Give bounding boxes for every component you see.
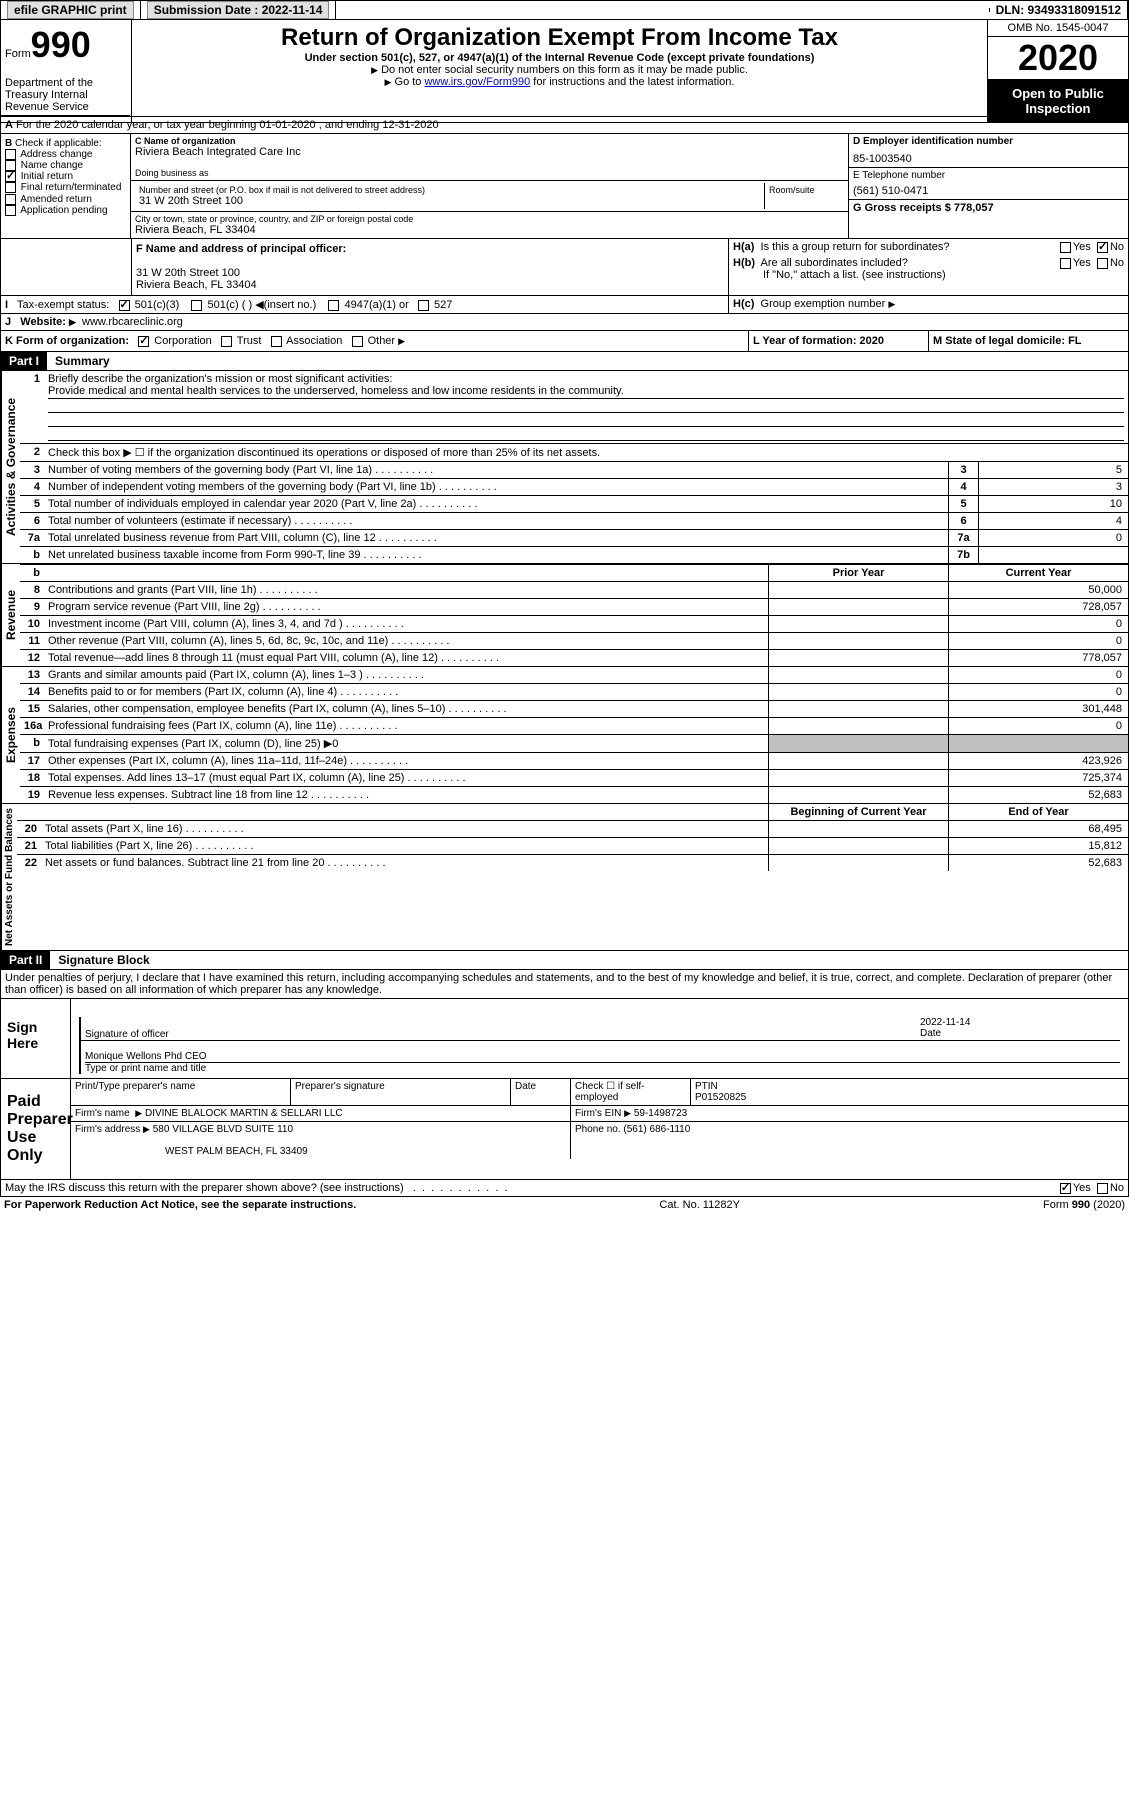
part1-revenue: Revenue b Prior Year Current Year 8Contr… bbox=[0, 564, 1129, 667]
section-e-phone: E Telephone number (561) 510-0471 bbox=[849, 168, 1128, 200]
line-3: 3Number of voting members of the governi… bbox=[20, 462, 1128, 479]
section-c-street: Number and street (or P.O. box if mail i… bbox=[131, 181, 848, 212]
section-c-city: City or town, state or province, country… bbox=[131, 212, 848, 238]
form990-link[interactable]: www.irs.gov/Form990 bbox=[424, 76, 530, 88]
line-7b: bNet unrelated business taxable income f… bbox=[20, 547, 1128, 563]
line-20: 20Total assets (Part X, line 16)68,495 bbox=[17, 821, 1128, 838]
ptin-value: P01520825 bbox=[695, 1092, 746, 1103]
officer-name: Monique Wellons Phd CEO bbox=[85, 1051, 1120, 1062]
netassets-label: Net Assets or Fund Balances bbox=[1, 804, 17, 950]
current-year-header: Current Year bbox=[948, 565, 1128, 581]
sig-officer-label: Signature of officer bbox=[85, 1029, 169, 1040]
line-19: 19Revenue less expenses. Subtract line 1… bbox=[20, 787, 1128, 803]
section-b: B Check if applicable: Address change Na… bbox=[1, 134, 131, 238]
entity-info-grid: B Check if applicable: Address change Na… bbox=[0, 134, 1129, 239]
prep-name-label: Print/Type preparer's name bbox=[71, 1079, 291, 1106]
form-title: Return of Organization Exempt From Incom… bbox=[142, 24, 977, 52]
line-10: 10Investment income (Part VIII, column (… bbox=[20, 616, 1128, 633]
top-bar: efile GRAPHIC print Submission Date : 20… bbox=[0, 0, 1129, 20]
section-d-ein: D Employer identification number 85-1003… bbox=[849, 134, 1128, 168]
prior-year-header: Prior Year bbox=[768, 565, 948, 581]
expenses-label: Expenses bbox=[1, 667, 20, 803]
governance-label: Activities & Governance bbox=[1, 371, 20, 563]
line-6: 6Total number of volunteers (estimate if… bbox=[20, 513, 1128, 530]
revenue-label: Revenue bbox=[1, 564, 20, 666]
klm-row: K Form of organization: Corporation Trus… bbox=[0, 331, 1129, 352]
footer: For Paperwork Reduction Act Notice, see … bbox=[0, 1197, 1129, 1213]
line-4: 4Number of independent voting members of… bbox=[20, 479, 1128, 496]
section-j: J Website: www.rbcareclinic.org bbox=[0, 314, 1129, 331]
tax-year: 2020 bbox=[988, 37, 1128, 80]
section-g-receipts: G Gross receipts $ 778,057 bbox=[849, 200, 1128, 216]
sig-date: 2022-11-14 bbox=[920, 1017, 1120, 1028]
paid-preparer-block: Paid Preparer Use Only Print/Type prepar… bbox=[0, 1079, 1129, 1180]
section-k: K Form of organization: Corporation Trus… bbox=[1, 331, 748, 351]
firm-ein: 59-1498723 bbox=[634, 1108, 687, 1119]
part1-governance: Activities & Governance 1 Briefly descri… bbox=[0, 371, 1129, 564]
omb-number: OMB No. 1545-0047 bbox=[988, 20, 1128, 37]
open-to-public: Open to Public Inspection bbox=[988, 80, 1128, 122]
line-12: 12Total revenue—add lines 8 through 11 (… bbox=[20, 650, 1128, 666]
section-h-a: H(a) Is this a group return for subordin… bbox=[729, 239, 1128, 255]
part2-header: Part II Signature Block bbox=[0, 951, 1129, 970]
line-21: 21Total liabilities (Part X, line 26)15,… bbox=[17, 838, 1128, 855]
line-8: 8Contributions and grants (Part VIII, li… bbox=[20, 582, 1128, 599]
checkbox-amended-return[interactable]: Amended return bbox=[5, 194, 126, 205]
line-5: 5Total number of individuals employed in… bbox=[20, 496, 1128, 513]
form-subtitle: Under section 501(c), 527, or 4947(a)(1)… bbox=[142, 52, 977, 64]
section-h-b: H(b) Are all subordinates included? Yes … bbox=[729, 255, 1128, 283]
form-number: Form990 bbox=[5, 24, 127, 66]
line-7a: 7aTotal unrelated business revenue from … bbox=[20, 530, 1128, 547]
submission-date: Submission Date : 2022-11-14 bbox=[141, 1, 337, 19]
line-13: 13Grants and similar amounts paid (Part … bbox=[20, 667, 1128, 684]
sign-here-label: Sign Here bbox=[1, 999, 71, 1078]
section-m: M State of legal domicile: FL bbox=[928, 331, 1128, 351]
sign-here-block: Sign Here Signature of officer 2022-11-1… bbox=[0, 999, 1129, 1079]
checkbox-name-change[interactable]: Name change bbox=[5, 160, 126, 171]
line-11: 11Other revenue (Part VIII, column (A), … bbox=[20, 633, 1128, 650]
firm-phone: (561) 686-1110 bbox=[623, 1124, 690, 1135]
form-header: Form990 Return of Organization Exempt Fr… bbox=[0, 20, 1129, 123]
line-18: 18Total expenses. Add lines 13–17 (must … bbox=[20, 770, 1128, 787]
form-version: Form 990 (2020) bbox=[1043, 1199, 1125, 1211]
mission-text: Provide medical and mental health servic… bbox=[48, 385, 1124, 399]
form-note2: Go to www.irs.gov/Form990 for instructio… bbox=[142, 76, 977, 88]
line-15: 15Salaries, other compensation, employee… bbox=[20, 701, 1128, 718]
line-22: 22Net assets or fund balances. Subtract … bbox=[17, 855, 1128, 871]
irs-discuss-row: May the IRS discuss this return with the… bbox=[0, 1180, 1129, 1197]
paperwork-notice: For Paperwork Reduction Act Notice, see … bbox=[4, 1199, 356, 1211]
efile-label: efile GRAPHIC print bbox=[1, 1, 141, 19]
status-website-row: I Tax-exempt status: 501(c)(3) 501(c) ( … bbox=[0, 296, 1129, 314]
form-note1: Do not enter social security numbers on … bbox=[142, 64, 977, 76]
line-17: 17Other expenses (Part IX, column (A), l… bbox=[20, 753, 1128, 770]
checkbox-address-change[interactable]: Address change bbox=[5, 149, 126, 160]
checkbox-application-pending[interactable]: Application pending bbox=[5, 205, 126, 216]
check-self-employed: Check ☐ if self-employed bbox=[571, 1079, 691, 1106]
part1-header: Part I Summary bbox=[0, 352, 1129, 371]
section-l: L Year of formation: 2020 bbox=[748, 331, 928, 351]
section-i: I Tax-exempt status: 501(c)(3) 501(c) ( … bbox=[5, 298, 724, 311]
dln: DLN: 93493318091512 bbox=[990, 1, 1128, 19]
line-9: 9Program service revenue (Part VIII, lin… bbox=[20, 599, 1128, 616]
part1-expenses: Expenses 13Grants and similar amounts pa… bbox=[0, 667, 1129, 804]
firm-address: 580 VILLAGE BLVD SUITE 110 bbox=[153, 1124, 293, 1135]
paid-preparer-label: Paid Preparer Use Only bbox=[1, 1079, 71, 1179]
section-c-name: C Name of organization Riviera Beach Int… bbox=[131, 134, 848, 181]
checkbox-initial-return[interactable]: Initial return bbox=[5, 171, 126, 182]
checkbox-final-return-terminated[interactable]: Final return/terminated bbox=[5, 182, 126, 193]
cat-number: Cat. No. 11282Y bbox=[659, 1199, 740, 1211]
part1-netassets: Net Assets or Fund Balances Beginning of… bbox=[0, 804, 1129, 951]
perjury-statement: Under penalties of perjury, I declare th… bbox=[0, 970, 1129, 999]
end-year-header: End of Year bbox=[948, 804, 1128, 820]
section-f: F Name and address of principal officer:… bbox=[131, 239, 728, 295]
firm-name: DIVINE BLALOCK MARTIN & SELLARI LLC bbox=[145, 1108, 343, 1119]
section-h-c: H(c) Group exemption number bbox=[728, 296, 1128, 313]
dept-treasury: Department of the Treasury Internal Reve… bbox=[0, 75, 130, 116]
officer-group-row: F Name and address of principal officer:… bbox=[0, 239, 1129, 296]
begin-year-header: Beginning of Current Year bbox=[768, 804, 948, 820]
line-16a: 16aProfessional fundraising fees (Part I… bbox=[20, 718, 1128, 735]
line-b: bTotal fundraising expenses (Part IX, co… bbox=[20, 735, 1128, 753]
line-14: 14Benefits paid to or for members (Part … bbox=[20, 684, 1128, 701]
prep-sig-label: Preparer's signature bbox=[291, 1079, 511, 1106]
